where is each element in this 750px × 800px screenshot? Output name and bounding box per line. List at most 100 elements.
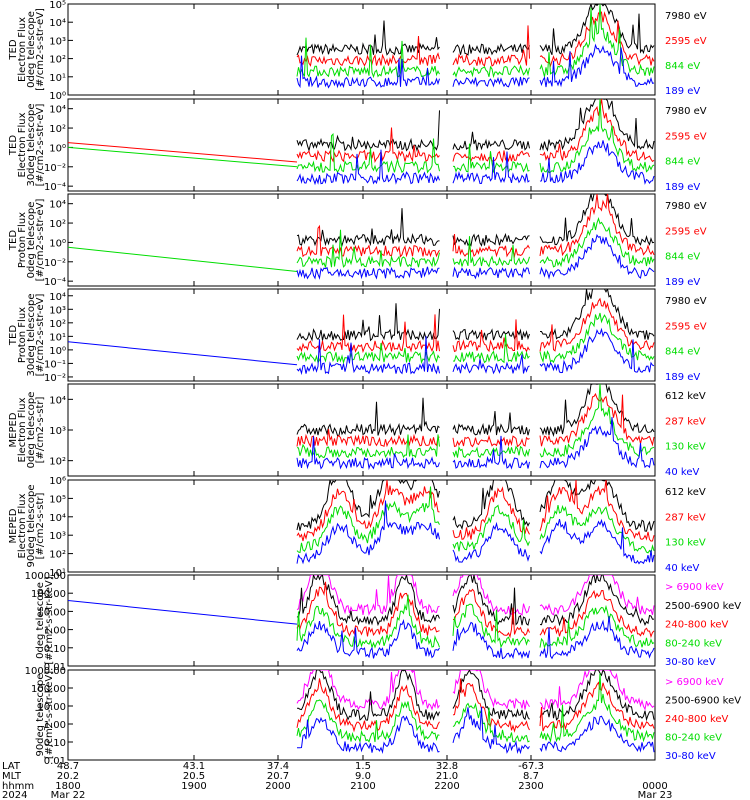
- y-tick-label: 10⁻²: [44, 373, 66, 384]
- x-tick-time: 2200: [434, 781, 459, 792]
- y-tick-label: 0.10: [44, 644, 66, 655]
- x-tick-date: Mar 23: [638, 790, 673, 800]
- legend-entry: 2500-6900 keV: [665, 696, 741, 707]
- series-trace: [296, 616, 655, 660]
- legend-entry: 844 eV: [665, 347, 700, 358]
- legend-entry: 7980 eV: [665, 106, 707, 117]
- y-tick-label: 10⁵: [49, 494, 66, 505]
- x-tick-date: Mar 22: [51, 790, 86, 800]
- y-tick-label: 10⁴: [49, 200, 66, 211]
- y-axis-label: Electron Flux: [17, 397, 28, 462]
- series-trace: [296, 581, 655, 639]
- series-trace: [296, 480, 655, 542]
- y-axis-label: [#/cm2-s-str-eV]: [35, 294, 46, 377]
- y-tick-label: 1000.00: [25, 666, 66, 677]
- x-tick-lat: 43.1: [183, 761, 205, 772]
- x-tick-time: 2000: [265, 781, 290, 792]
- legend-entry: 2595 eV: [665, 36, 707, 47]
- series-trace: [296, 297, 655, 354]
- series-trace: [296, 140, 655, 186]
- x-tick-lat: 1.5: [355, 761, 371, 772]
- y-axis-label: 90deg telescope: [26, 484, 37, 567]
- legend-entry: 287 keV: [665, 416, 706, 427]
- y-axis-label: MEPED: [8, 508, 19, 543]
- y-tick-label: 10⁰: [49, 91, 66, 102]
- legend-entry: 2595 eV: [665, 226, 707, 237]
- legend-entry: 80-240 keV: [665, 733, 722, 744]
- series-trace: [296, 99, 655, 174]
- y-axis-label: TED: [8, 230, 19, 251]
- y-tick-label: 1000.00: [25, 571, 66, 582]
- legend-entry: 2500-6900 keV: [665, 601, 741, 612]
- legend-entry: 240-800 keV: [665, 714, 729, 725]
- x-tick-time: 0000: [642, 781, 667, 792]
- series-trace: [296, 670, 655, 722]
- y-axis-label: 0deg telescope: [26, 392, 37, 469]
- series-trace: [296, 673, 655, 744]
- y-tick-label: 10⁰: [49, 346, 66, 357]
- x-tick-mlt: 8.7: [523, 771, 539, 782]
- plot-area: [68, 289, 655, 376]
- y-axis-label: [#/cm2-s-str-eV]: [35, 199, 46, 282]
- y-axis-label: MEPED: [8, 412, 19, 447]
- legend-entry: 844 eV: [665, 61, 700, 72]
- x-row-label: hhmm: [2, 781, 34, 792]
- y-tick-label: 10⁻⁴: [44, 277, 66, 288]
- y-tick-label: 10.00: [37, 702, 66, 713]
- y-tick-label: 10⁴: [49, 105, 66, 116]
- panel-frame: [67, 98, 656, 192]
- series-trace: [296, 327, 655, 376]
- series-trace: [296, 194, 655, 247]
- y-tick-label: 10⁴: [49, 292, 66, 303]
- legend-entry: 2595 eV: [665, 321, 707, 332]
- y-tick-label: 10.00: [37, 607, 66, 618]
- y-tick-label: 1.00: [44, 626, 66, 637]
- panel-frame: [67, 193, 656, 287]
- x-tick-time: 2300: [518, 781, 543, 792]
- y-axis-label: TED: [8, 135, 19, 156]
- plot-area: [296, 670, 655, 755]
- y-tick-label: 10⁵: [49, 0, 66, 11]
- plot-area: [68, 194, 655, 280]
- series-trace: [68, 142, 298, 163]
- y-tick-label: 0.10: [44, 738, 66, 749]
- series-trace: [296, 384, 655, 438]
- series-trace: [296, 486, 655, 554]
- x-tick-lat: 37.4: [267, 761, 289, 772]
- legend-entry: 844 eV: [665, 252, 700, 263]
- legend-entry: 40 keV: [665, 467, 699, 478]
- legend-entry: 30-80 keV: [665, 751, 716, 762]
- series-trace: [296, 670, 655, 711]
- legend-entry: 189 eV: [665, 182, 700, 193]
- y-axis-label: Proton Flux: [17, 307, 28, 363]
- legend-entry: 189 eV: [665, 277, 700, 288]
- legend-entry: 7980 eV: [665, 11, 707, 22]
- legend-entry: > 6900 keV: [665, 677, 724, 688]
- y-axis-label: [#/cm2-s-str]: [35, 396, 46, 463]
- series-trace: [296, 4, 655, 56]
- series-trace: [296, 234, 655, 280]
- series-trace: [296, 11, 655, 68]
- x-row-label: 2024: [2, 790, 27, 800]
- plot-area: [68, 99, 655, 186]
- legend-entry: 130 keV: [665, 538, 706, 549]
- legend-entry: 80-240 keV: [665, 638, 722, 649]
- series-trace: [68, 146, 298, 168]
- y-axis-label: [#/cm2-s-str-eV]: [35, 104, 46, 187]
- y-axis-label: 90deg telescope: [35, 673, 46, 756]
- legend-entry: 844 eV: [665, 157, 700, 168]
- y-axis-label: 0deg telescope: [26, 202, 37, 279]
- legend-entry: 287 keV: [665, 512, 706, 523]
- y-tick-label: 10³: [49, 36, 66, 47]
- y-tick-label: 10⁰: [49, 238, 66, 249]
- x-tick-time: 2100: [350, 781, 375, 792]
- legend-entry: 189 eV: [665, 372, 700, 383]
- y-tick-label: 10⁴: [49, 395, 66, 406]
- x-tick-mlt: 9.0: [355, 771, 371, 782]
- legend-entry: 612 keV: [665, 487, 706, 498]
- plot-area: [68, 575, 655, 660]
